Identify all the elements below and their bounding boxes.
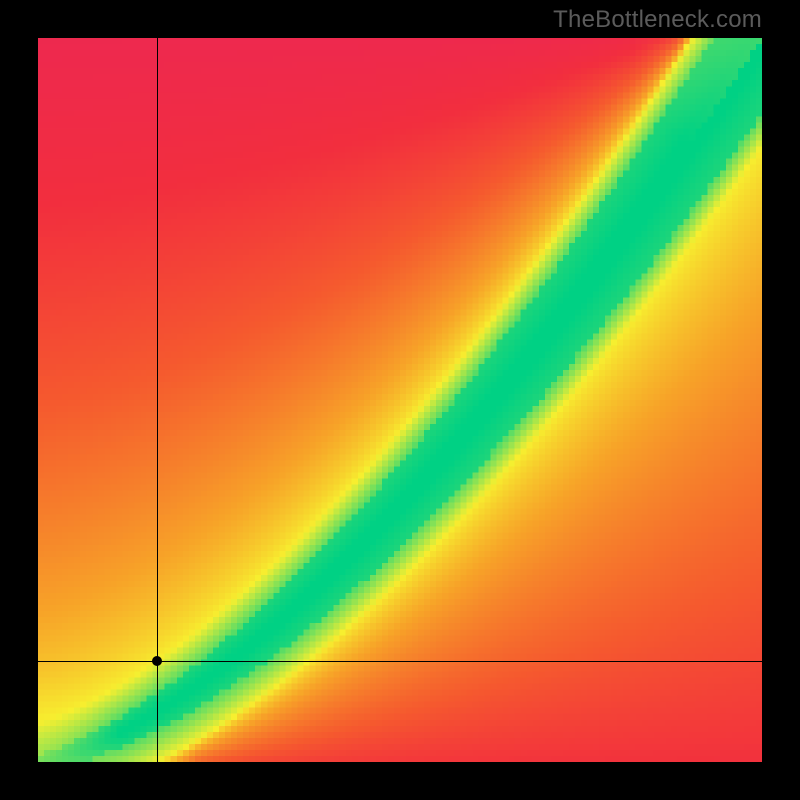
heatmap-canvas — [38, 38, 762, 762]
crosshair-vertical — [157, 38, 158, 762]
heatmap-plot — [38, 38, 762, 762]
watermark-text: TheBottleneck.com — [553, 6, 762, 34]
data-point-marker — [152, 656, 162, 666]
crosshair-horizontal — [38, 661, 762, 662]
